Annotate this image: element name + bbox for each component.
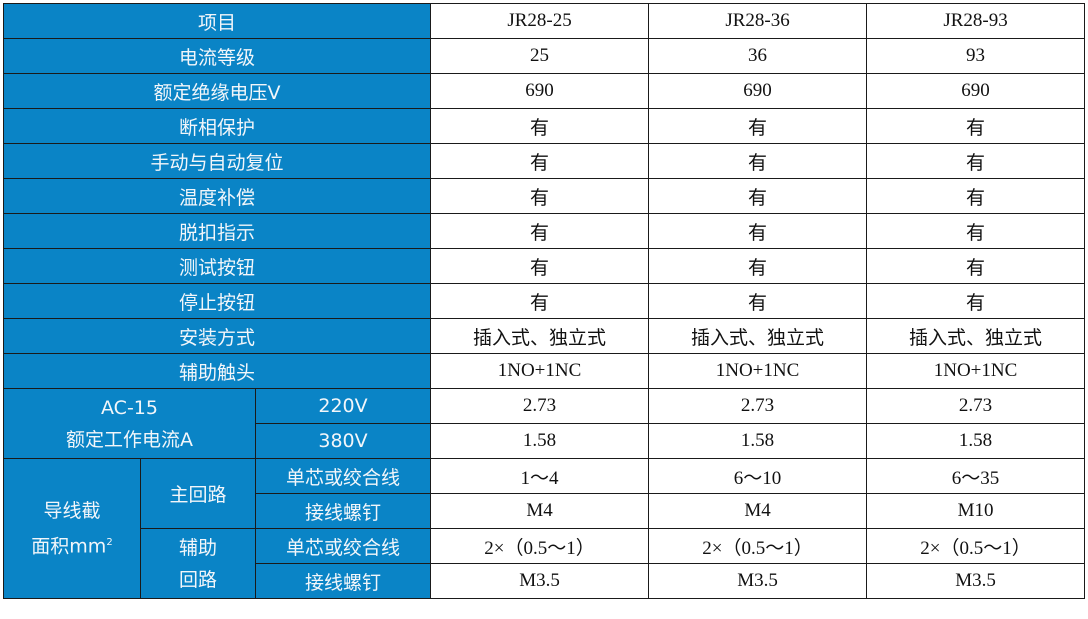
cell: M4 bbox=[648, 493, 868, 529]
row-label: 停止按钮 bbox=[2, 283, 432, 319]
table-row: 测试按钮有有有 bbox=[2, 248, 1086, 284]
table-row: 断相保护有有有 bbox=[2, 108, 1086, 144]
cell: 有 bbox=[430, 248, 650, 284]
wire-label-line1: 导线截 bbox=[43, 499, 101, 522]
cell: 有 bbox=[648, 178, 868, 214]
cell: 有 bbox=[430, 143, 650, 179]
model-header: JR28-36 bbox=[648, 3, 868, 39]
table-row: 脱扣指示有有有 bbox=[2, 213, 1086, 249]
main-circuit-label: 主回路 bbox=[140, 458, 256, 529]
model-header: JR28-25 bbox=[430, 3, 650, 39]
cell: 有 bbox=[430, 178, 650, 214]
table-row: 接线螺钉 M4 M4 M10 bbox=[4, 493, 1086, 529]
cell: M3.5 bbox=[648, 563, 868, 599]
row-label: 安装方式 bbox=[2, 318, 432, 354]
row-label: 测试按钮 bbox=[2, 248, 432, 284]
cell: 6～35 bbox=[866, 458, 1086, 494]
cell: 1.58 bbox=[866, 423, 1086, 459]
header-label: 项目 bbox=[2, 3, 432, 39]
cell: 2.73 bbox=[866, 388, 1086, 424]
cell: 有 bbox=[430, 108, 650, 144]
ac15-label-line2: 额定工作电流A bbox=[66, 428, 193, 451]
row-label: 断相保护 bbox=[2, 108, 432, 144]
cell: 690 bbox=[430, 73, 650, 109]
spec-table: 项目 JR28-25 JR28-36 JR28-93 电流等级 25 36 93 额定绝… bbox=[2, 3, 1086, 599]
model-header: JR28-93 bbox=[866, 3, 1086, 39]
cell: 2×（0.5～1） bbox=[866, 528, 1086, 564]
cell: 2.73 bbox=[430, 388, 650, 424]
row-label: 接线螺钉 bbox=[254, 563, 432, 599]
wire-label-line2: 面积mm bbox=[31, 535, 107, 558]
cell: 6～10 bbox=[648, 458, 868, 494]
cell: 1.58 bbox=[430, 423, 650, 459]
cell: 有 bbox=[866, 143, 1086, 179]
table-row: 导线截 面积mm2 主回路 单芯或绞合线 1～4 6～10 6～35 bbox=[3, 458, 1086, 599]
cell: 有 bbox=[648, 108, 868, 144]
header-row: 项目 JR28-25 JR28-36 JR28-93 bbox=[2, 3, 1086, 39]
ac15-label: AC-15 额定工作电流A bbox=[3, 388, 256, 459]
cell: 1NO+1NC bbox=[430, 353, 650, 389]
cell: 插入式、独立式 bbox=[648, 318, 868, 354]
table-row: 电流等级 25 36 93 bbox=[2, 38, 1086, 74]
cell: M3.5 bbox=[430, 563, 650, 599]
ac15-label-line1: AC-15 bbox=[101, 396, 158, 419]
row-label: 220V bbox=[254, 388, 432, 424]
row-label: 辅助触头 bbox=[2, 353, 432, 389]
aux-label-line1: 辅助 bbox=[178, 536, 217, 559]
cell: 插入式、独立式 bbox=[430, 318, 650, 354]
cell: 1NO+1NC bbox=[648, 353, 868, 389]
cell: 有 bbox=[866, 108, 1086, 144]
cell: 1～4 bbox=[430, 458, 650, 494]
cell: 有 bbox=[430, 283, 650, 319]
row-label: 电流等级 bbox=[2, 38, 432, 74]
cell: 36 bbox=[648, 38, 868, 74]
row-label: 温度补偿 bbox=[2, 178, 432, 214]
row-label: 脱扣指示 bbox=[2, 213, 432, 249]
wire-label-sup: 2 bbox=[106, 536, 113, 548]
cell: 25 bbox=[430, 38, 650, 74]
cell: 有 bbox=[648, 248, 868, 284]
table-row: 辅助 回路 单芯或绞合线 2×（0.5～1） 2×（0.5～1） 2×（0.5～… bbox=[4, 528, 1086, 599]
cell: 1.58 bbox=[648, 423, 868, 459]
cell: 2×（0.5～1） bbox=[430, 528, 650, 564]
cell: 2×（0.5～1） bbox=[648, 528, 868, 564]
cell: 有 bbox=[648, 213, 868, 249]
cell: 2.73 bbox=[648, 388, 868, 424]
table-row: 额定绝缘电压V 690 690 690 bbox=[2, 73, 1086, 109]
table-row: 温度补偿有有有 bbox=[2, 178, 1086, 214]
row-label: 380V bbox=[254, 423, 432, 459]
cell: 690 bbox=[866, 73, 1086, 109]
table-row: 380V 1.58 1.58 1.58 bbox=[4, 423, 1086, 459]
cell: M10 bbox=[866, 493, 1086, 529]
cell: 有 bbox=[648, 143, 868, 179]
cell: 有 bbox=[648, 283, 868, 319]
row-label: 接线螺钉 bbox=[254, 493, 432, 529]
aux-label-line2: 回路 bbox=[178, 568, 217, 591]
cell: 有 bbox=[866, 178, 1086, 214]
table-row: 停止按钮有有有 bbox=[2, 283, 1086, 319]
cell: 有 bbox=[430, 213, 650, 249]
wire-label: 导线截 面积mm2 bbox=[3, 458, 141, 599]
table-row: 手动与自动复位有有有 bbox=[2, 143, 1086, 179]
aux-circuit-label: 辅助 回路 bbox=[140, 528, 256, 599]
cell: 插入式、独立式 bbox=[866, 318, 1086, 354]
table-row: 辅助触头 1NO+1NC 1NO+1NC 1NO+1NC bbox=[2, 353, 1086, 389]
row-label: 单芯或绞合线 bbox=[254, 458, 432, 494]
row-label: 单芯或绞合线 bbox=[254, 528, 432, 564]
cell: 有 bbox=[866, 248, 1086, 284]
cell: M4 bbox=[430, 493, 650, 529]
cell: M3.5 bbox=[866, 563, 1086, 599]
cell: 93 bbox=[866, 38, 1086, 74]
row-label: 手动与自动复位 bbox=[2, 143, 432, 179]
cell: 有 bbox=[866, 283, 1086, 319]
table-row: AC-15 额定工作电流A 220V 2.73 2.73 2.73 bbox=[3, 388, 1086, 459]
cell: 有 bbox=[866, 213, 1086, 249]
cell: 1NO+1NC bbox=[866, 353, 1086, 389]
table-row: 安装方式 插入式、独立式 插入式、独立式 插入式、独立式 bbox=[2, 318, 1086, 354]
row-label: 额定绝缘电压V bbox=[2, 73, 432, 109]
table-row: 接线螺钉 M3.5 M3.5 M3.5 bbox=[4, 563, 1086, 599]
cell: 690 bbox=[648, 73, 868, 109]
